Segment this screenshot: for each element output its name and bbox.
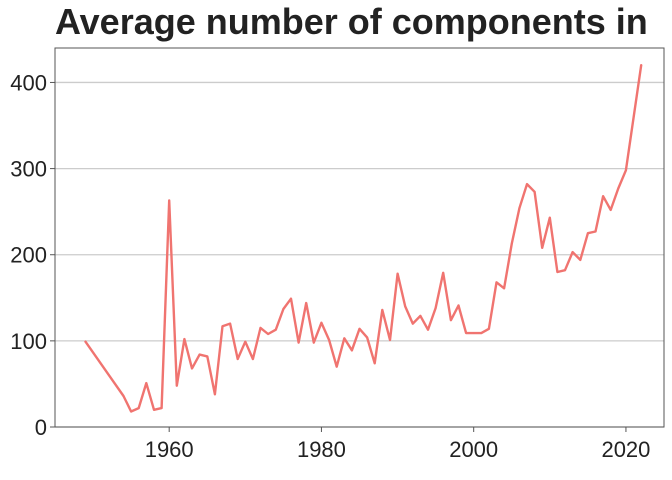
data-point	[290, 298, 292, 300]
data-point	[617, 187, 619, 189]
x-tick-label: 1960	[145, 437, 194, 462]
data-point	[511, 243, 513, 245]
data-point	[381, 309, 383, 311]
data-point	[191, 367, 193, 369]
data-point	[176, 385, 178, 387]
y-tick-label: 300	[10, 157, 47, 182]
data-point	[221, 325, 223, 327]
data-point	[282, 308, 284, 310]
data-point	[594, 230, 596, 232]
x-tick-label: 2020	[601, 437, 650, 462]
x-tick-label: 1980	[297, 437, 346, 462]
data-point	[267, 333, 269, 335]
data-point	[488, 328, 490, 330]
data-point	[374, 362, 376, 364]
data-point	[419, 315, 421, 317]
data-point	[214, 393, 216, 395]
data-point	[480, 332, 482, 334]
data-point	[427, 329, 429, 331]
data-point	[328, 339, 330, 341]
data-point	[123, 395, 125, 397]
data-point	[244, 341, 246, 343]
series-layer	[84, 63, 643, 413]
data-point	[252, 358, 254, 360]
data-point	[145, 382, 147, 384]
data-point	[473, 332, 475, 334]
y-tick-label: 0	[35, 415, 47, 440]
data-point	[404, 305, 406, 307]
data-point	[260, 327, 262, 329]
data-point	[199, 354, 201, 356]
data-point	[366, 336, 368, 338]
data-point	[168, 199, 170, 201]
y-tick-label: 100	[10, 329, 47, 354]
data-point	[397, 273, 399, 275]
data-point	[450, 319, 452, 321]
data-point	[130, 410, 132, 412]
series-line	[84, 63, 643, 413]
data-point	[336, 366, 338, 368]
data-point	[556, 271, 558, 273]
data-point	[435, 307, 437, 309]
data-point	[465, 332, 467, 334]
data-point	[138, 407, 140, 409]
data-point	[518, 207, 520, 209]
data-point	[305, 302, 307, 304]
data-point	[442, 272, 444, 274]
y-tick-label: 200	[10, 243, 47, 268]
data-point	[229, 323, 231, 325]
data-point	[572, 251, 574, 253]
data-point	[579, 259, 581, 261]
data-point	[183, 338, 185, 340]
data-point	[84, 341, 86, 343]
data-point	[496, 281, 498, 283]
y-tick-label: 400	[10, 70, 47, 95]
data-point	[275, 329, 277, 331]
data-point	[389, 339, 391, 341]
chart-title: Average number of components in	[55, 1, 648, 42]
data-point	[549, 217, 551, 219]
data-point	[534, 191, 536, 193]
axes: 0 100 200 300 400 1960 1980 2000 2020	[10, 70, 650, 462]
data-point	[351, 349, 353, 351]
data-point	[320, 322, 322, 324]
data-point	[412, 323, 414, 325]
data-point	[237, 358, 239, 360]
data-point	[602, 195, 604, 197]
data-point	[587, 232, 589, 234]
data-point	[640, 64, 642, 66]
data-point	[457, 305, 459, 307]
data-point	[526, 183, 528, 185]
data-point	[298, 342, 300, 344]
plot-frame	[54, 47, 665, 428]
data-point	[153, 409, 155, 411]
data-point	[564, 269, 566, 271]
x-tick-label: 2000	[449, 437, 498, 462]
data-point	[625, 169, 627, 171]
data-point	[206, 355, 208, 357]
data-point	[343, 337, 345, 339]
data-point	[359, 328, 361, 330]
data-point	[313, 342, 315, 344]
data-point	[541, 247, 543, 249]
data-point	[610, 209, 612, 211]
data-point	[161, 407, 163, 409]
data-point	[503, 287, 505, 289]
